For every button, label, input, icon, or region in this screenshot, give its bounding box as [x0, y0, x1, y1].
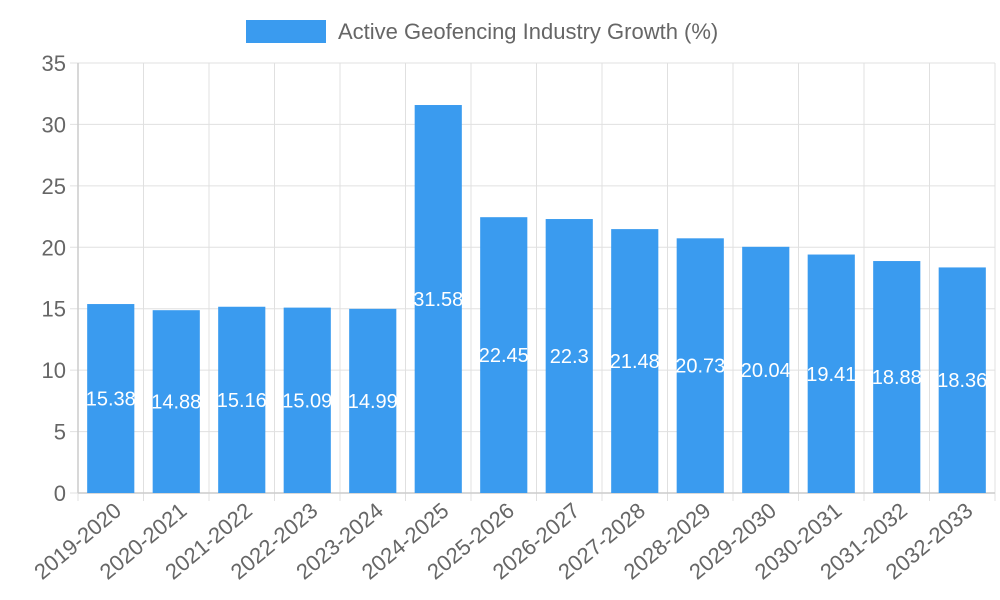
bar-data-label: 19.41	[806, 364, 856, 386]
x-axis-ticks: 2019-20202020-20212021-20222022-20232023…	[29, 498, 977, 585]
y-axis-ticks: 0 5 10 15 20 25 30 35	[42, 51, 66, 506]
y-tick-label: 35	[42, 51, 66, 76]
bar-data-label: 15.09	[282, 390, 332, 412]
bar	[742, 246, 790, 493]
bar	[545, 219, 593, 493]
bar	[807, 254, 855, 493]
y-tick-label: 10	[42, 358, 66, 383]
bar	[480, 217, 528, 493]
y-tick-label: 20	[42, 235, 66, 260]
bar	[873, 261, 921, 493]
y-tick-label: 5	[54, 420, 66, 445]
y-tick-label: 15	[42, 297, 66, 322]
bar	[152, 310, 200, 493]
bar	[87, 304, 135, 493]
bar	[676, 238, 724, 493]
bar-data-label: 18.36	[937, 370, 987, 392]
legend: Active Geofencing Industry Growth (%)	[246, 19, 718, 44]
legend-label: Active Geofencing Industry Growth (%)	[338, 19, 718, 44]
y-tick-label: 25	[42, 174, 66, 199]
y-tick-label: 0	[54, 481, 66, 506]
bar	[218, 306, 266, 493]
bar-data-label: 20.73	[675, 356, 725, 378]
y-tick-label: 30	[42, 112, 66, 137]
bar	[938, 267, 986, 493]
bar-data-label: 22.3	[550, 346, 589, 368]
bar-data-label: 14.99	[348, 391, 398, 413]
bar	[349, 308, 397, 493]
bar-data-label: 14.88	[151, 392, 201, 414]
bars	[87, 105, 986, 494]
bar-data-label: 21.48	[610, 351, 660, 373]
grid	[70, 62, 996, 501]
bar-data-label: 20.04	[741, 360, 791, 382]
bar-data-label: 15.16	[217, 390, 267, 412]
bar-labels: 15.38 14.88 15.16 15.09 14.99 31.58 22.45 22.3 2…	[86, 289, 988, 414]
bar	[283, 307, 331, 493]
bar-data-label: 22.45	[479, 345, 529, 367]
bar	[611, 229, 659, 494]
bar	[414, 105, 462, 493]
legend-swatch	[246, 20, 326, 43]
bar-data-label: 18.88	[872, 367, 922, 389]
bar-data-label: 15.38	[86, 389, 136, 411]
bar-data-label: 31.58	[413, 289, 463, 311]
